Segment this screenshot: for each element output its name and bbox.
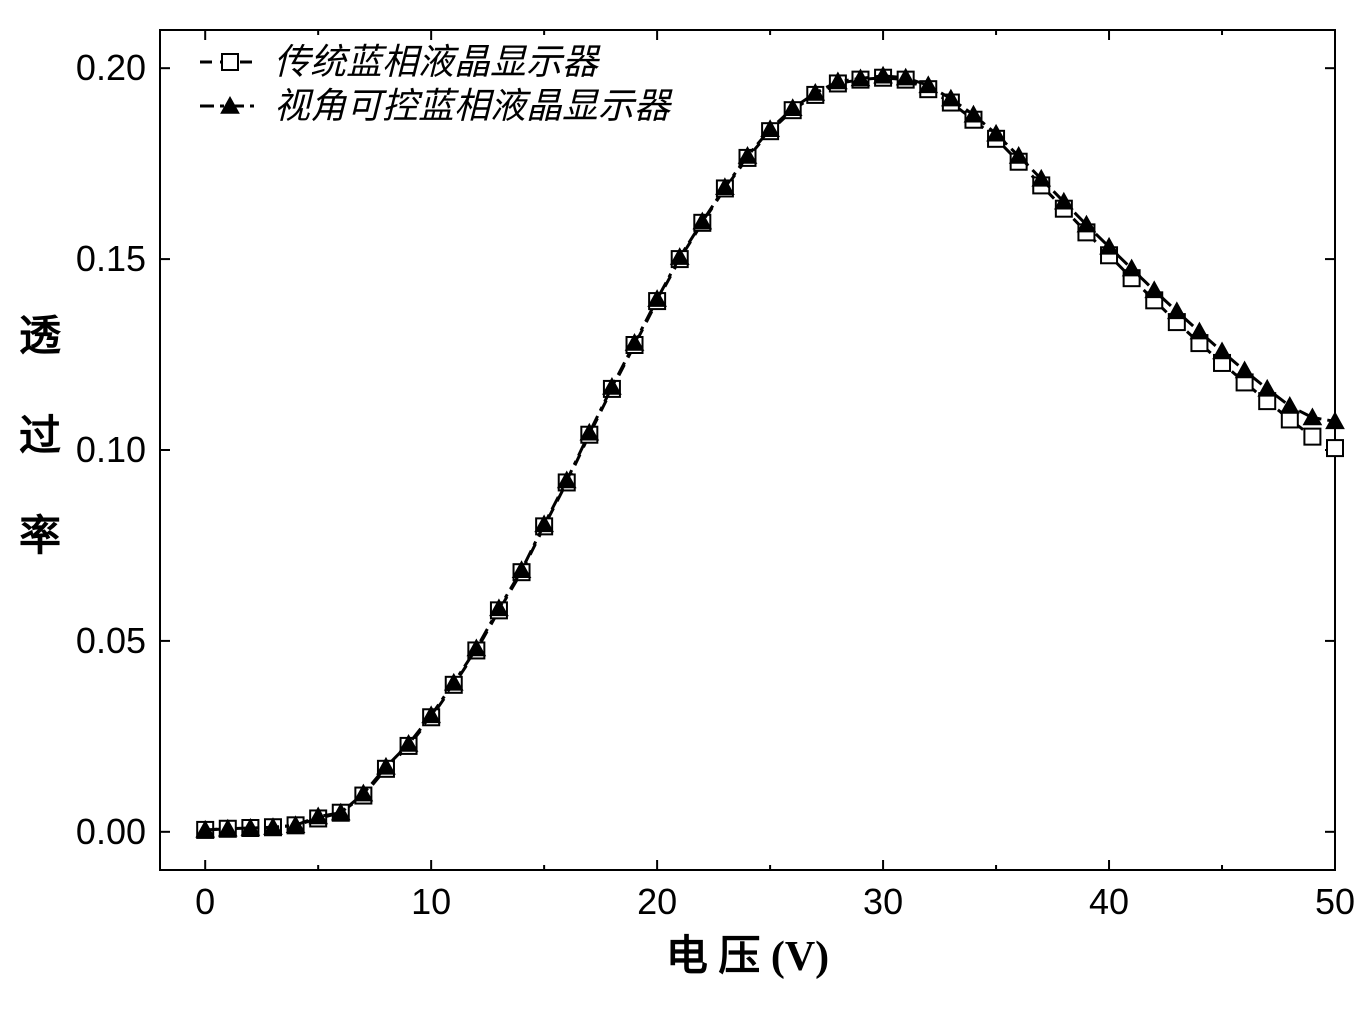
svg-text:0.15: 0.15: [76, 238, 146, 279]
svg-text:率: 率: [19, 513, 61, 560]
svg-text:40: 40: [1089, 881, 1129, 922]
chart-svg: 0 10 20 30 40 50 0.00 0.05 0.10 0.15 0.20 电 压 (V) 透过…: [0, 0, 1359, 1010]
svg-text:0.20: 0.20: [76, 47, 146, 88]
svg-text:视角可控蓝相液晶显示器: 视角可控蓝相液晶显示器: [274, 86, 673, 126]
svg-text:0.00: 0.00: [76, 811, 146, 852]
svg-text:10: 10: [411, 881, 451, 922]
svg-text:30: 30: [863, 881, 903, 922]
svg-text:50: 50: [1315, 881, 1355, 922]
svg-text:传统蓝相液晶显示器: 传统蓝相液晶显示器: [274, 42, 601, 82]
chart-container: 0 10 20 30 40 50 0.00 0.05 0.10 0.15 0.20 电 压 (V) 透过…: [0, 0, 1359, 1010]
x-axis-label: 电 压 (V): [666, 933, 829, 980]
svg-text:0.05: 0.05: [76, 620, 146, 661]
svg-text:0.10: 0.10: [76, 429, 146, 470]
svg-text:透: 透: [19, 314, 62, 360]
svg-text:0: 0: [195, 881, 215, 922]
svg-text:20: 20: [637, 881, 677, 922]
svg-text:过: 过: [19, 413, 61, 460]
